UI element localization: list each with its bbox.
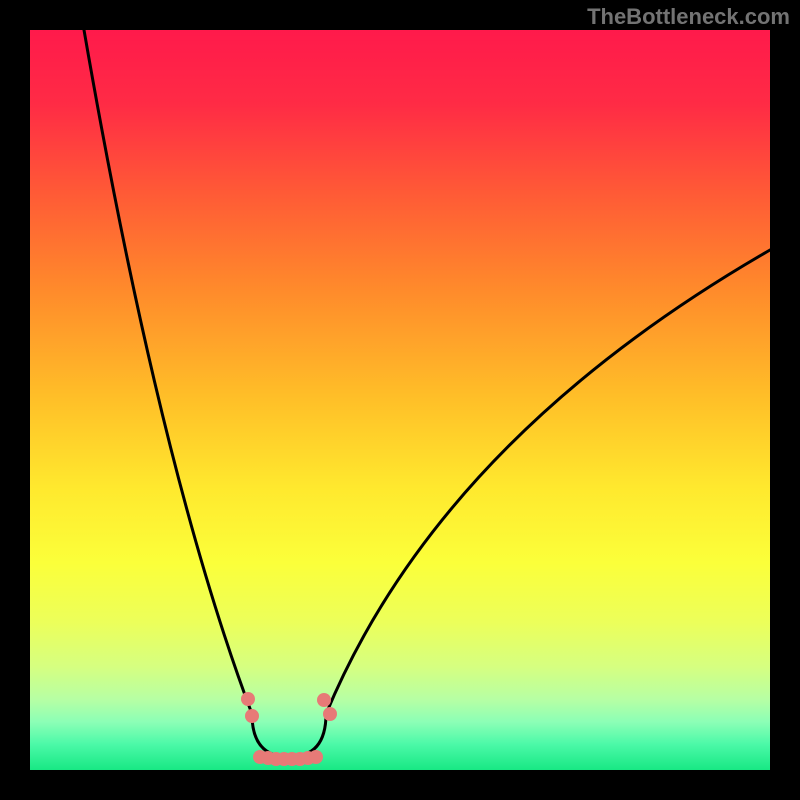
marker-dot bbox=[245, 709, 259, 723]
marker-dot bbox=[317, 693, 331, 707]
marker-dot bbox=[309, 750, 323, 764]
marker-dot bbox=[323, 707, 337, 721]
watermark-text: TheBottleneck.com bbox=[587, 4, 790, 30]
marker-dot bbox=[241, 692, 255, 706]
plot-area bbox=[30, 30, 770, 770]
bottleneck-chart bbox=[0, 0, 800, 800]
chart-stage: TheBottleneck.com bbox=[0, 0, 800, 800]
